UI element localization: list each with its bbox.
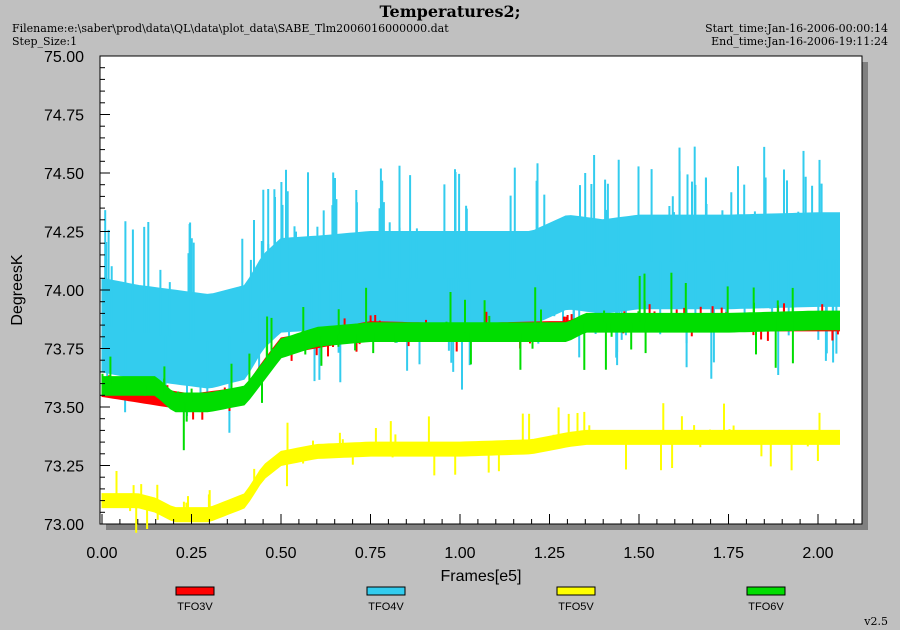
series-band-tfo5v [101,429,840,523]
legend-swatch [175,586,215,596]
y-tick-label: 73.00 [44,517,84,534]
x-tick-label: 0.50 [265,545,296,562]
legend-item-tfo6v: TFO6V [746,586,786,613]
y-tick-label: 73.75 [44,342,84,359]
x-tick-label: 0.75 [355,545,386,562]
end-time-label: End_time:Jan-16-2006-19:11:24 [711,35,888,48]
step-size-label: Step_Size:1 [12,35,78,48]
y-tick-label: 74.25 [44,225,84,242]
x-tick-label: 2.00 [802,545,833,562]
y-tick-label: 73.25 [44,459,84,476]
chart-title: Temperatures2; [379,2,521,21]
version-label: v2.5 [864,615,888,628]
legend-swatch [366,586,406,596]
filename-label: Filename:e:\saber\prod\data\QL\data\plot… [12,22,449,35]
y-axis-label: DegreesK [9,254,26,325]
y-tick-label: 73.50 [44,400,84,417]
plot-content [101,146,840,533]
legend-label: TFO6V [748,601,784,613]
legend-label: TFO4V [368,601,404,613]
x-tick-label: 1.50 [623,545,654,562]
y-tick-label: 74.75 [44,108,84,125]
legend-label: TFO3V [177,601,213,613]
x-tick-label: 1.00 [444,545,475,562]
series-band-tfo6v [101,310,840,413]
axes-layer: 73.00 73.25 73.50 73.75 74.00 74.25 74.50 74.75… [44,49,855,562]
legend-item-tfo5v: TFO5V [556,586,596,613]
y-tick-label: 74.50 [44,166,84,183]
y-tick-label: 74.00 [44,283,84,300]
series-tfo5v [101,403,840,533]
y-tick-label: 75.00 [44,49,84,66]
legend-swatch [556,586,596,596]
series-tfo4v [101,146,840,433]
legend-item-tfo3v: TFO3V [175,586,215,613]
x-tick-label: 0.25 [176,545,207,562]
x-tick-label: 1.25 [534,545,565,562]
start-time-label: Start_time:Jan-16-2006-00:00:14 [705,22,888,35]
x-tick-label: 1.75 [713,545,744,562]
legend-item-tfo4v: TFO4V [366,586,406,613]
legend: TFO3V TFO4V TFO5V TFO6V [175,586,786,613]
legend-swatch [746,586,786,596]
series-tfo6v [101,272,840,451]
x-tick-label: 0.00 [86,545,117,562]
x-axis-label: Frames[e5] [441,568,522,585]
legend-label: TFO5V [558,601,594,613]
